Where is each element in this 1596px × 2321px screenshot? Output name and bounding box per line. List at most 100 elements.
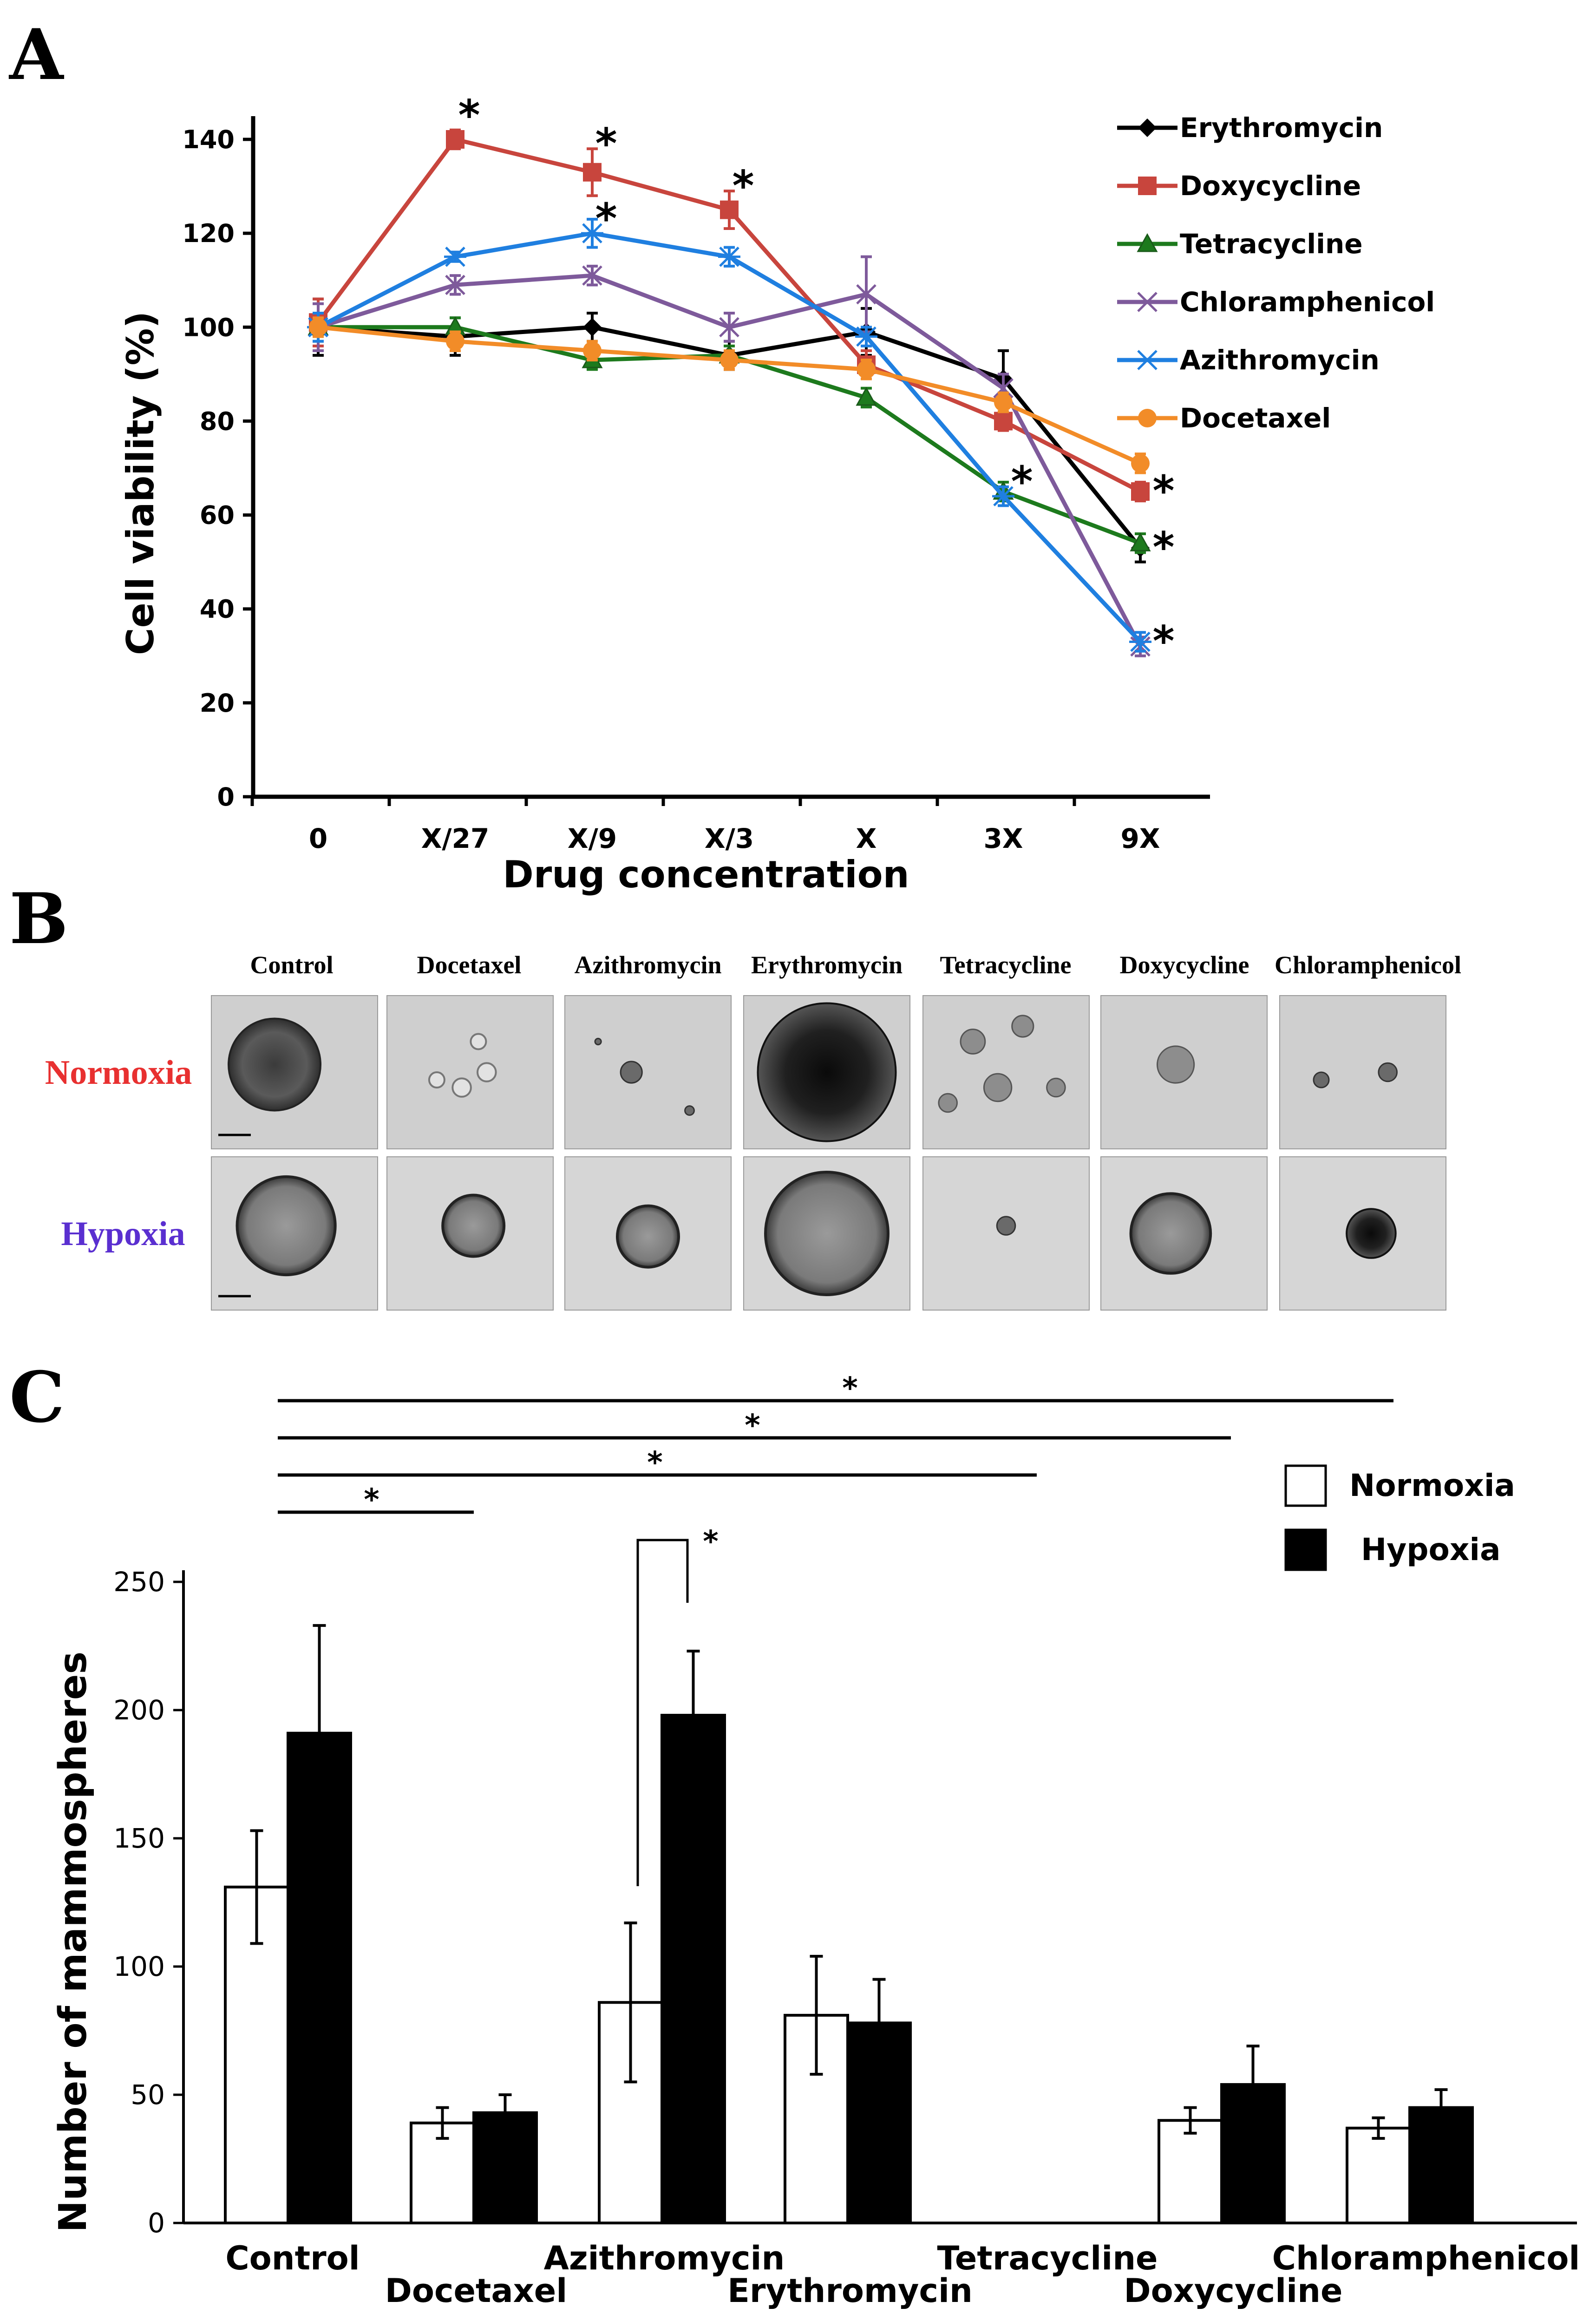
panel-b-micrograph — [1279, 995, 1446, 1149]
panel-c-legend-item-hypoxia: Hypoxia — [1284, 1528, 1501, 1571]
panel-b-mammosphere — [1346, 1208, 1397, 1259]
panel-a-significance-star: * — [595, 119, 617, 168]
panel-b-cell-cluster — [1046, 1077, 1066, 1098]
panel-a-point — [720, 200, 739, 219]
panel-c-y-tick-label: 50 — [131, 2079, 165, 2111]
panel-a-point — [994, 393, 1013, 412]
panel-a-significance-star: * — [595, 195, 617, 243]
panel-a-significance-star: * — [1152, 617, 1174, 666]
panel-a-legend-marker — [1138, 118, 1157, 137]
panel-b-mammosphere — [441, 1193, 506, 1258]
panel-c-bar-hypoxia — [661, 1650, 726, 2224]
panel-c-bar-hypoxia — [1220, 2045, 1286, 2224]
panel-b-micrograph — [743, 995, 910, 1149]
panel-c-significance-bracket-azithromycin: * — [636, 1525, 719, 1886]
panel-b-cell — [620, 1061, 643, 1084]
panel-a-letter: A — [8, 14, 65, 96]
panel-c-bar-rect — [1220, 2083, 1286, 2224]
panel-b-cell — [1313, 1071, 1330, 1088]
panel-a-point — [719, 317, 739, 338]
panel-c-bar-normoxia — [410, 2106, 475, 2225]
panel-c-category-label: Docetaxel — [385, 2272, 568, 2310]
panel-b-micrograph — [211, 995, 378, 1149]
panel-a-line-azithromycin — [317, 231, 1142, 643]
panel-a-x-tick-label: 9X — [1120, 823, 1160, 854]
panel-b-cell-cluster — [1157, 1045, 1195, 1084]
panel-a-point — [446, 130, 464, 149]
panel-a-y-tick-label: 60 — [200, 501, 235, 530]
panel-c-bracket-line — [636, 1539, 689, 1886]
panel-c-significance-bracket: * — [278, 1371, 1393, 1406]
panel-a-point — [855, 326, 877, 347]
panel-c-category-label: Tetracycline — [937, 2239, 1158, 2277]
panel-b-micrograph-frame — [1279, 995, 1446, 1149]
panel-b-cell — [1378, 1062, 1398, 1082]
panel-a-point — [1129, 631, 1151, 652]
panel-b-mammosphere — [616, 1204, 680, 1269]
panel-a-x-tick-label: 3X — [983, 823, 1023, 854]
panel-b-row-label-hypoxia: Hypoxia — [61, 1215, 185, 1253]
panel-b-mammosphere — [757, 1002, 897, 1142]
panel-a-point — [583, 318, 602, 337]
panel-b-column-title: Azithromycin — [575, 951, 722, 979]
panel-b-column-title: Doxycycline — [1120, 951, 1249, 979]
panel-a-y-tick-label: 120 — [182, 219, 235, 248]
panel-a-point — [581, 223, 603, 243]
panel-b-cell-cluster — [983, 1073, 1013, 1102]
panel-a-series — [307, 128, 1151, 657]
panel-b-column-title: Control — [250, 951, 333, 979]
panel-a-legend-item-tetracycline: Tetracycline — [1117, 228, 1363, 260]
panel-c-significance-bracket: * — [278, 1409, 1231, 1443]
panel-a-y-tick-label: 140 — [182, 125, 235, 154]
panel-a-point — [856, 387, 877, 406]
panel-b-cell-cluster — [960, 1029, 986, 1055]
panel-a-point — [720, 351, 739, 370]
panel-a-x-ticks: 0 X/27 X/9 X/3 X 3X 9X — [250, 797, 1160, 854]
panel-b-row-label-normoxia: Normoxia — [45, 1054, 192, 1092]
panel-c-bar-rect — [846, 2021, 912, 2224]
panel-a-point — [718, 246, 740, 267]
panel-c-y-tick-label: 200 — [113, 1694, 165, 1726]
panel-a-series-chloramphenicol — [308, 255, 1151, 657]
panel-c-significance-star: * — [364, 1483, 379, 1517]
panel-a-legend-item-doxycycline: Doxycycline — [1117, 170, 1361, 202]
panel-a-x-tick-label: X/3 — [705, 823, 754, 854]
panel-a-legend-label: Azithromycin — [1180, 344, 1380, 376]
panel-a-legend-label: Tetracycline — [1180, 228, 1363, 260]
panel-a-legend-marker — [1138, 409, 1157, 427]
panel-a-legend-item-erythromycin: Erythromycin — [1117, 112, 1383, 144]
panel-c-bar-normoxia — [224, 1829, 289, 2224]
panel-c-significance-bracket: * — [278, 1446, 1037, 1480]
panel-c-significance-star: * — [647, 1446, 662, 1480]
panel-c-legend-swatch — [1284, 1528, 1327, 1571]
panel-a-point — [583, 341, 602, 360]
panel-c-bars: Control DocetaxelAzithromycinErythromycin… — [224, 1624, 1580, 2310]
panel-b-mammosphere — [1129, 1192, 1212, 1275]
panel-a-legend-label: Erythromycin — [1180, 112, 1383, 144]
panel-c-category-label: Chloramphenicol — [1272, 2239, 1580, 2277]
panel-b-cell — [684, 1105, 695, 1116]
panel-b-mammosphere — [764, 1171, 890, 1296]
panel-c-y-tick-label: 0 — [148, 2207, 165, 2239]
panel-a-significance-star: * — [732, 162, 754, 210]
panel-a-point — [1131, 454, 1150, 473]
panel-a-y-tick-label: 40 — [200, 595, 235, 624]
panel-b-image-grid: Control Docetaxel Azithromycin Erythromycin… — [45, 951, 1461, 1311]
panel-a-legend-label: Docetaxel — [1180, 402, 1331, 434]
panel-b-column-title: Tetracycline — [940, 951, 1072, 979]
panel-a-legend-marker — [1136, 350, 1158, 370]
panel-c-legend-label: Hypoxia — [1361, 1532, 1501, 1567]
panel-a-point — [992, 486, 1014, 506]
panel-c-significance-bracket: * — [278, 1483, 474, 1517]
panel-b-cell — [996, 1216, 1016, 1236]
panel-c-y-tick-label: 150 — [113, 1823, 165, 1854]
panel-a-point — [446, 332, 464, 351]
panel-b-cell — [470, 1033, 487, 1050]
panel-c-category-label: Doxycycline — [1124, 2272, 1343, 2310]
panel-b-cell — [451, 1077, 472, 1098]
panel-b-micrograph — [743, 1156, 910, 1311]
panel-a-series-azithromycin — [307, 217, 1151, 653]
panel-a-legend-marker — [1138, 177, 1157, 195]
panel-a-significance: * * * * * * * * — [458, 91, 1174, 666]
